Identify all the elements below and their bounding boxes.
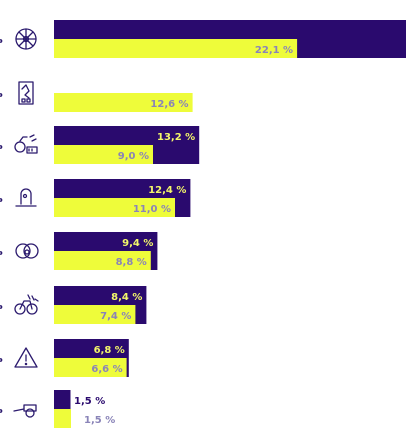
value-label-light-2: 9,0 % [118,151,149,162]
row-marker [0,39,3,43]
warning-triangle-icon [0,347,38,368]
e-bike-battery-icon [0,134,38,154]
value-label-dark-3: 12,4 % [148,185,186,196]
person-face-icon [0,243,39,259]
value-label-light-0: 22,1 % [255,45,293,56]
row-marker [0,93,3,97]
tablet-device-icon [0,81,34,105]
value-label-dark-5: 8,4 % [111,292,142,303]
row-marker [0,145,3,149]
row-marker [0,358,3,362]
category-icons [0,28,39,418]
value-label-dark-7: 1,5 % [74,396,105,407]
bar-light-5 [54,305,136,324]
bar-light-2 [54,145,153,164]
bar-light-4 [54,251,151,270]
bar-light-6 [54,358,127,377]
bar-light-0 [54,39,298,58]
value-label-light-7: 1,5 % [84,415,115,426]
value-label-light-1: 12,6 % [150,99,188,110]
bicycle-wind-icon [0,294,39,315]
value-label-dark-4: 9,4 % [122,238,153,249]
row-marker [0,251,3,255]
bar-light-7 [54,409,71,428]
chart-marks: 22,1 % 12,6 % 9,0 % 13,2 % 11,0 % 12,4 % 8,8 %… [54,20,406,428]
row-marker [0,305,3,309]
value-label-dark-2: 13,2 % [157,132,195,143]
bike-lock-icon [0,188,37,207]
value-label-light-5: 7,4 % [100,311,131,322]
value-label-light-6: 6,6 % [91,364,122,375]
value-label-light-3: 11,0 % [133,204,171,215]
bar-light-3 [54,198,175,217]
row-marker [0,198,3,202]
row-marker [0,409,3,413]
bicycle-trailer-icon [0,404,37,418]
value-label-dark-6: 6,8 % [94,345,125,356]
bar-light-1 [54,93,193,112]
bicycle-wheel-icon [0,28,37,50]
bar-dark-7 [54,390,71,409]
value-label-light-4: 8,8 % [116,257,147,268]
